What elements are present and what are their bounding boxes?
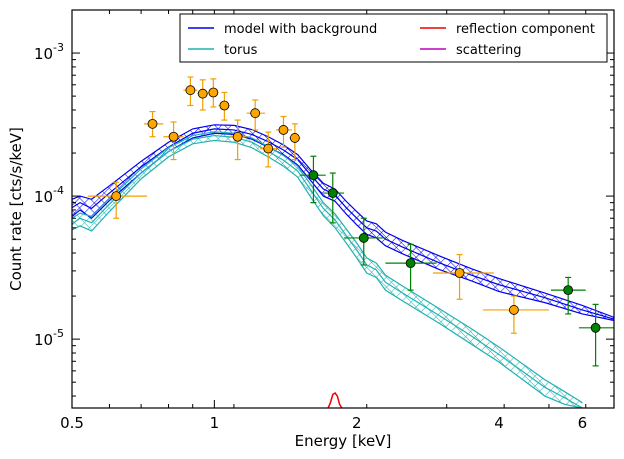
x-tick-label: 1 (210, 414, 220, 432)
torus-mid-line (72, 134, 583, 408)
torus-band-fill-b (72, 131, 583, 408)
orange-data-point (263, 143, 274, 154)
green-data-point (358, 233, 369, 243)
reflection-component-line (327, 392, 343, 408)
x-tick-label: 6 (578, 414, 588, 432)
x-axis-label: Energy [keV] (295, 432, 392, 450)
green-data-point (327, 188, 338, 198)
orange-data-point (232, 131, 243, 142)
plot-frame (71, 9, 615, 409)
green-data-point (563, 285, 574, 296)
orange-data-point (208, 87, 219, 98)
legend-box (179, 13, 608, 63)
y-tick-label: 10 (34, 188, 53, 206)
orange-data-point (147, 118, 158, 129)
torus-lower-line (72, 139, 583, 408)
green-data-point (308, 170, 319, 181)
orange-data-point (509, 305, 519, 315)
y-tick-label-exponent: -4 (53, 184, 64, 197)
x-tick-label: 0.5 (60, 414, 84, 432)
data-points (87, 76, 614, 367)
legend-label: reflection component (456, 22, 595, 37)
orange-data-point (111, 191, 122, 201)
axis-ticks (71, 9, 614, 408)
orange-data-point (185, 85, 196, 96)
green-data-point (590, 322, 601, 333)
orange-data-point (454, 268, 465, 278)
tick-labels: 0.5 1 2 4 610-510-410-3 (34, 41, 587, 432)
y-axis-label: Count rate [cts/s/keV] (7, 127, 25, 291)
legend-label: model with background (224, 22, 377, 37)
model-with-background-band-fill-b (72, 124, 614, 321)
orange-data-point (289, 133, 300, 143)
model-bands (72, 124, 614, 408)
y-tick-label-exponent: -5 (53, 327, 64, 340)
orange-data-point (250, 108, 261, 119)
orange-data-point (197, 88, 208, 99)
model-lines (72, 124, 614, 408)
x-tick-label: 4 (494, 414, 504, 432)
legend-label: scattering (456, 43, 522, 58)
green-data-point (405, 258, 416, 269)
orange-data-point (219, 100, 230, 111)
orange-data-point (168, 131, 179, 142)
x-tick-label: 2 (352, 414, 362, 432)
torus-upper-line (72, 131, 583, 404)
orange-data-point (278, 125, 289, 135)
model-with-background-mid-line (72, 128, 614, 320)
y-tick-label: 10 (34, 331, 53, 349)
y-tick-label: 10 (34, 45, 53, 63)
legend: model with background torus reflection com… (179, 13, 608, 63)
y-tick-label-exponent: -3 (53, 41, 64, 54)
legend-label: torus (224, 43, 258, 58)
